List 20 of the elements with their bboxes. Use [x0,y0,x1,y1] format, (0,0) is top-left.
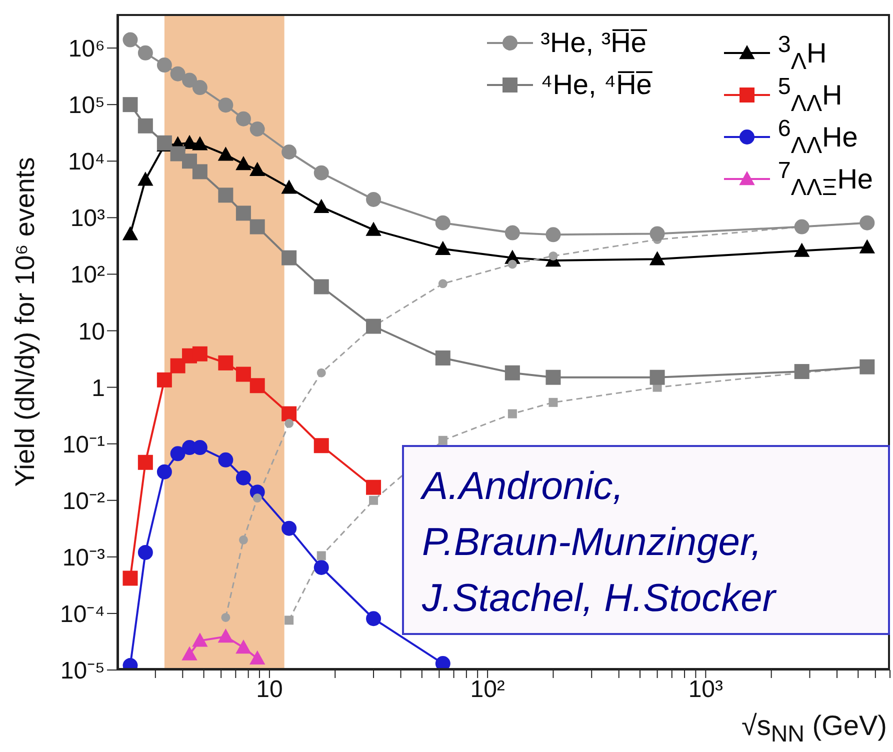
y-tick-label: 10⁻¹ [62,431,106,458]
y-tick-label: 10⁻⁴ [60,600,105,628]
y-tick-label: 10⁵ [68,92,105,120]
legend-label: ⁴He, ⁴H̅e̅ [540,69,652,101]
y-tick-label: 1 [92,374,105,402]
y-tick-label: 10³ [70,205,106,232]
x-axis-title: √s$_{NN}$ (GeV) [741,710,887,748]
y-tick-label: 10⁻⁵ [60,658,105,685]
x-tick-label: 10² [470,676,505,704]
y-tick-label: 10 [78,318,105,346]
legend-label: ³He, ³H̅e̅ [540,27,646,59]
y-axis-title: Yield (dN/dy) for 10⁶ events [10,157,41,487]
x-tick-label: 10 [256,676,283,704]
y-tick-label: 10² [70,262,106,289]
y-tick-label: 10⁻² [62,488,106,515]
y-tick-label: 10⁶ [68,36,105,63]
x-tick-label: 10³ [688,676,724,704]
note-box: A.Andronic, P.Braun-Munzinger, J.Stachel, H.Stocker [402,445,890,635]
y-tick-label: 10⁻³ [62,544,106,572]
y-tick-label: 10⁴ [68,148,105,176]
